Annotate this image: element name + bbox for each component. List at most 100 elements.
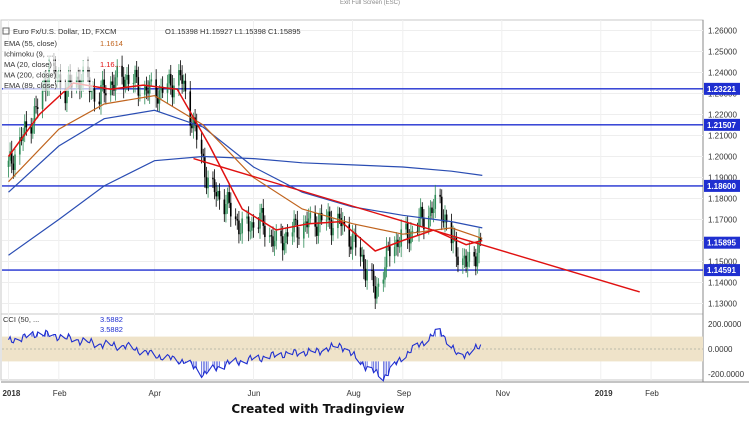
- candle-body: [405, 223, 407, 230]
- time-axis-labels: 2018 Feb Apr Jun Aug Sep Nov 2019 Feb: [2, 389, 659, 398]
- legend-label: Ichimoku (9, ...: [4, 50, 53, 59]
- candle-body: [150, 79, 153, 82]
- price-tick-label: 1.18000: [708, 195, 737, 204]
- candle-body: [113, 84, 115, 91]
- candle-body: [178, 70, 180, 86]
- candle-body: [116, 65, 119, 78]
- candle-body: [101, 79, 104, 85]
- candle-body: [351, 234, 354, 250]
- candle-body: [213, 179, 216, 193]
- candle-body: [421, 206, 424, 219]
- price-tick-label: 1.13000: [708, 300, 737, 309]
- cci-line: [8, 327, 482, 382]
- candle-body: [418, 218, 420, 232]
- resistance-trendline[interactable]: [193, 157, 640, 293]
- candle-body: [93, 89, 96, 102]
- candle-body: [114, 77, 117, 91]
- candle-body: [359, 247, 362, 257]
- candle-body: [238, 220, 240, 235]
- cci-legend-value-2: 3.5882: [100, 325, 123, 334]
- candle-body: [100, 84, 102, 105]
- candle-body: [23, 121, 26, 135]
- candle-body: [25, 121, 28, 128]
- candle-body: [303, 222, 305, 239]
- level-price-tag: [704, 82, 740, 95]
- candle-body: [126, 74, 128, 80]
- candle-body: [264, 225, 266, 238]
- legend-label: MA (200, close): [4, 71, 57, 80]
- price-tick-label: 1.14000: [708, 279, 737, 288]
- candle-body: [189, 91, 192, 126]
- candle-body: [374, 286, 377, 299]
- candle-body: [98, 101, 101, 105]
- symbol-title: Euro Fx/U.S. Dollar, 1D, FXCM: [13, 27, 116, 36]
- candle-body: [223, 199, 226, 215]
- candle-body: [341, 221, 344, 227]
- exit-fullscreen-hint[interactable]: Exit Full Screen (ESC): [340, 0, 401, 6]
- candle-body: [385, 245, 388, 268]
- candle-body: [445, 214, 448, 223]
- cci-series: [8, 327, 482, 382]
- candle-body: [192, 117, 195, 129]
- candle-body: [314, 212, 316, 227]
- candle-body: [427, 215, 430, 230]
- candle-body: [160, 86, 162, 91]
- trendline-group[interactable]: [193, 157, 640, 293]
- candle-body: [155, 79, 157, 98]
- candle-body: [479, 237, 482, 242]
- candle-body: [416, 230, 419, 232]
- candle-body: [19, 137, 21, 155]
- candle-body: [478, 237, 480, 253]
- candle-body: [132, 82, 135, 84]
- candle-body: [377, 283, 380, 287]
- candle-body: [423, 218, 425, 230]
- candle-body: [179, 70, 182, 76]
- level-price-tag: [704, 118, 740, 131]
- candle-body: [30, 127, 33, 134]
- candle-body: [327, 211, 329, 220]
- candle-body: [270, 235, 273, 237]
- candle-body: [455, 236, 458, 257]
- candle-body: [343, 221, 346, 225]
- candle-body: [475, 256, 477, 267]
- candle-body: [272, 236, 274, 247]
- candle-body: [429, 207, 432, 216]
- candle-body: [90, 90, 93, 93]
- candle-body: [212, 177, 214, 180]
- candle-body: [431, 207, 433, 214]
- candle-body: [325, 219, 328, 221]
- candle-body: [400, 229, 402, 247]
- candle-body: [376, 286, 378, 299]
- candle-body: [64, 88, 67, 104]
- current-price-label: 1.15895: [707, 239, 736, 248]
- candle-body: [229, 202, 232, 217]
- price-tick-label: 1.26000: [708, 27, 737, 36]
- candle-body: [366, 269, 368, 281]
- candle-body: [103, 79, 106, 94]
- candle-body: [286, 232, 289, 237]
- candle-body: [59, 74, 62, 89]
- candle-body: [476, 252, 479, 267]
- candle-body: [440, 196, 443, 220]
- candle-body: [363, 254, 365, 269]
- candle-body: [361, 254, 364, 257]
- candle-body: [260, 208, 263, 213]
- time-tick-label: Jun: [248, 389, 261, 398]
- candle-body: [169, 74, 172, 86]
- time-tick-label: Feb: [645, 389, 659, 398]
- candle-body: [408, 239, 411, 244]
- legend-label: EMA (55, close): [4, 39, 57, 48]
- candle-body: [389, 246, 391, 257]
- collapse-icon[interactable]: [2, 27, 10, 35]
- ema55-line: [8, 94, 483, 239]
- price-tags: 1.23221 1.21507 1.18600 1.14591 1.15895: [704, 82, 740, 277]
- candle-body: [10, 151, 13, 164]
- candle-body: [217, 190, 219, 197]
- candle-body: [111, 81, 114, 85]
- candle-body: [35, 106, 37, 108]
- ma200-line: [8, 155, 483, 256]
- candle-body: [158, 90, 161, 104]
- candle-body: [127, 74, 130, 84]
- cci-tick-label: 0.0000: [708, 345, 733, 354]
